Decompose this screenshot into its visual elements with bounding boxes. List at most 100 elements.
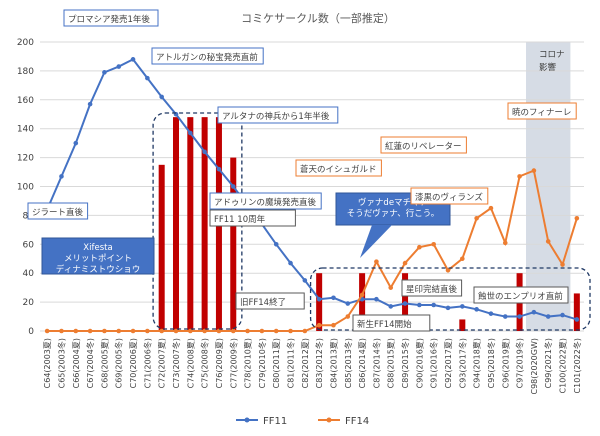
series-point-ff14: [73, 328, 79, 334]
series-point-ff11: [345, 301, 351, 306]
annotation-label: 新生FF14開始: [352, 314, 431, 332]
x-tick-label: C77(2009冬): [228, 338, 238, 388]
series-point-ff14: [87, 328, 93, 334]
y-tick-label: 40: [23, 269, 35, 279]
series-point-ff11: [59, 174, 64, 179]
y-tick-label: 140: [17, 125, 34, 135]
series-point-ff11: [460, 304, 465, 309]
annotation-box: [209, 192, 322, 210]
annotation-box: [63, 9, 159, 27]
series-line-ff14: [47, 169, 578, 332]
x-tick-label: C93(2017冬): [457, 338, 467, 388]
series-point-ff14: [474, 215, 479, 221]
x-tick-label: C99(2021冬): [543, 338, 553, 388]
series-point-ff14: [188, 328, 193, 334]
x-tick-label: C91(2016冬): [429, 338, 439, 388]
annotation-label: 蝕世のエンプリオ直前: [473, 286, 569, 304]
x-tick-label: C65(2003冬): [56, 338, 66, 388]
callout-xifesta-text: メリットポイント: [64, 254, 132, 264]
series-point-ff11: [388, 304, 394, 309]
callout-xifesta-text: ディナミストウショウ: [56, 264, 140, 275]
x-tick-label: C80(2011夏): [272, 338, 281, 388]
series-point-ff14: [460, 256, 465, 262]
annotation-text: ジラート直後: [32, 207, 84, 218]
x-tick-label: C79(2010冬): [257, 338, 267, 388]
x-tick-label: C70(2006夏): [129, 338, 138, 388]
x-tick-label: C89(2015冬): [400, 338, 410, 388]
series-point-ff11: [216, 166, 222, 172]
x-tick-label: C82(2012夏): [301, 338, 310, 388]
series-point-ff11: [531, 309, 537, 315]
series-point-ff14: [488, 205, 494, 211]
series-point-ff14: [116, 328, 122, 334]
event-bar: [172, 117, 180, 331]
y-tick-label: 160: [17, 96, 34, 106]
y-tick-label: 120: [17, 154, 34, 164]
series-point-ff11: [316, 296, 322, 302]
series-point-ff14: [159, 328, 164, 334]
legend-label: FF11: [263, 416, 287, 427]
x-tick-label: C69(2005冬): [114, 338, 124, 388]
callout-vana-pointer: [360, 225, 392, 258]
series-point-ff14: [102, 328, 107, 334]
x-tick-label: C98(2020GW): [530, 338, 539, 394]
annotation-text: 蒼天のイシュガルド: [300, 164, 377, 175]
x-tick-label: C85(2013冬): [343, 338, 353, 388]
y-tick-label: 180: [17, 67, 34, 77]
x-tick-label: C71(2006冬): [142, 338, 152, 388]
series-point-ff14: [316, 322, 322, 328]
legend-item-ff11: FF11: [236, 416, 287, 427]
series-point-ff11: [331, 295, 336, 301]
x-tick-label: C87(2014冬): [371, 338, 381, 388]
annotation-text: 新生FF14開始: [357, 319, 412, 330]
annotation-text: コロナ: [539, 50, 565, 60]
y-tick-label: 60: [23, 240, 35, 250]
series-point-ff14: [59, 328, 64, 334]
event-bar: [573, 293, 580, 331]
event-bar: [201, 117, 208, 331]
series-point-ff11: [188, 130, 193, 136]
callout-xifesta-box: [41, 237, 155, 275]
series-point-ff11: [417, 302, 422, 308]
series-point-ff14: [545, 239, 551, 244]
x-tick-label: C75(2008冬): [200, 338, 210, 388]
x-tick-label: C64(2003夏): [43, 338, 52, 388]
callout-vana-de-machimachi-text: そうだヴァナ、行こう。: [347, 208, 440, 219]
legend-swatch-marker: [326, 417, 332, 423]
series-point-ff11: [130, 57, 136, 62]
series-point-ff11: [560, 312, 565, 318]
x-tick-label: C92(2017夏): [444, 338, 453, 388]
series-point-ff14: [130, 328, 136, 334]
series-point-ff14: [531, 168, 537, 173]
x-tick-label: C88(2015夏): [387, 338, 396, 388]
series-point-ff11: [445, 305, 451, 311]
annotation-box: [401, 279, 463, 297]
annotation-box: [507, 102, 577, 120]
annotation-label: ジラート直後: [27, 202, 89, 220]
series-point-ff14: [173, 328, 179, 334]
y-tick-label: 0: [28, 327, 34, 337]
annotation-label: アドゥリンの魔境発売直後: [209, 192, 322, 210]
series-point-ff14: [517, 174, 522, 179]
series-point-ff11: [474, 307, 479, 312]
y-tick-label: 20: [23, 298, 35, 308]
annotation-text: アトルガンの秘宝発売直前: [156, 52, 258, 63]
x-tick-label: C90(2016夏): [415, 338, 424, 388]
series-point-ff14: [245, 328, 250, 334]
series-line-ff11: [46, 58, 578, 321]
x-tick-label: C100(2022夏): [559, 338, 568, 393]
series-point-ff14: [331, 322, 336, 328]
event-bar: [459, 319, 466, 331]
series-point-ff11: [288, 260, 293, 266]
annotation-label: FF11 10周年: [209, 209, 296, 227]
annotation-label: プロマシア発売1年後: [63, 9, 159, 27]
series-point-ff14: [574, 215, 580, 221]
x-tick-label: C96(2019夏): [501, 338, 510, 388]
series-point-ff14: [302, 328, 308, 334]
series-point-ff14: [445, 268, 451, 273]
series-point-ff11: [73, 140, 79, 146]
